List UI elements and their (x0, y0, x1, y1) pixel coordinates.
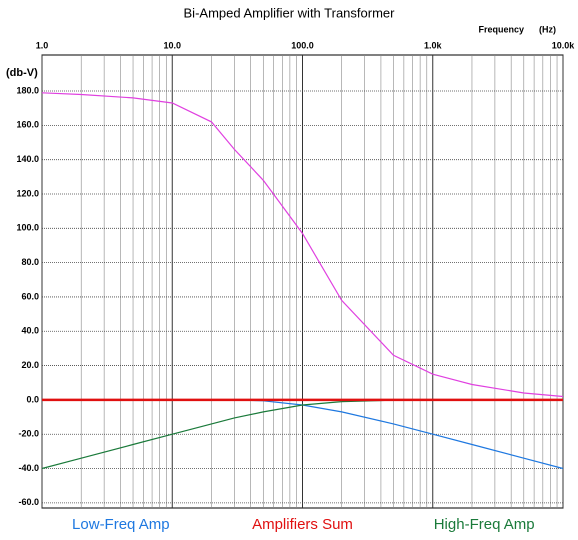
y-tick-label: 80.0 (21, 257, 39, 267)
legend-entry: Amplifiers Sum (252, 516, 353, 533)
legend-entry: Low-Freq Amp (72, 516, 170, 533)
x-tick-label: 1.0k (424, 40, 443, 50)
y-tick-label: 100.0 (16, 223, 39, 233)
y-tick-label: -60.0 (18, 497, 39, 507)
x-tick-label: 100.0 (291, 40, 314, 50)
x-tick-label: 10.0k (552, 40, 576, 50)
y-tick-label: 0.0 (26, 394, 39, 404)
x-tick-label: 1.0 (36, 40, 49, 50)
y-tick-label: 160.0 (16, 120, 39, 130)
y-tick-label: 120.0 (16, 188, 39, 198)
series-line (41, 92, 564, 398)
y-tick-label: 20.0 (21, 360, 39, 370)
y-tick-label: 60.0 (21, 291, 39, 301)
chart-title: Bi-Amped Amplifier with Transformer (184, 5, 396, 20)
y-tick-label: -40.0 (18, 463, 39, 473)
y-tick-label: 140.0 (16, 154, 39, 164)
y-tick-label: 180.0 (16, 85, 39, 95)
y-axis-label: (db-V) (6, 67, 38, 79)
y-tick-label: -20.0 (18, 429, 39, 439)
legend-entry: High-Freq Amp (434, 516, 535, 533)
y-tick-label: 40.0 (21, 326, 39, 336)
x-axis-label: Frequency (478, 24, 524, 34)
x-axis-unit: (Hz) (539, 24, 556, 34)
x-tick-label: 10.0 (163, 40, 181, 50)
